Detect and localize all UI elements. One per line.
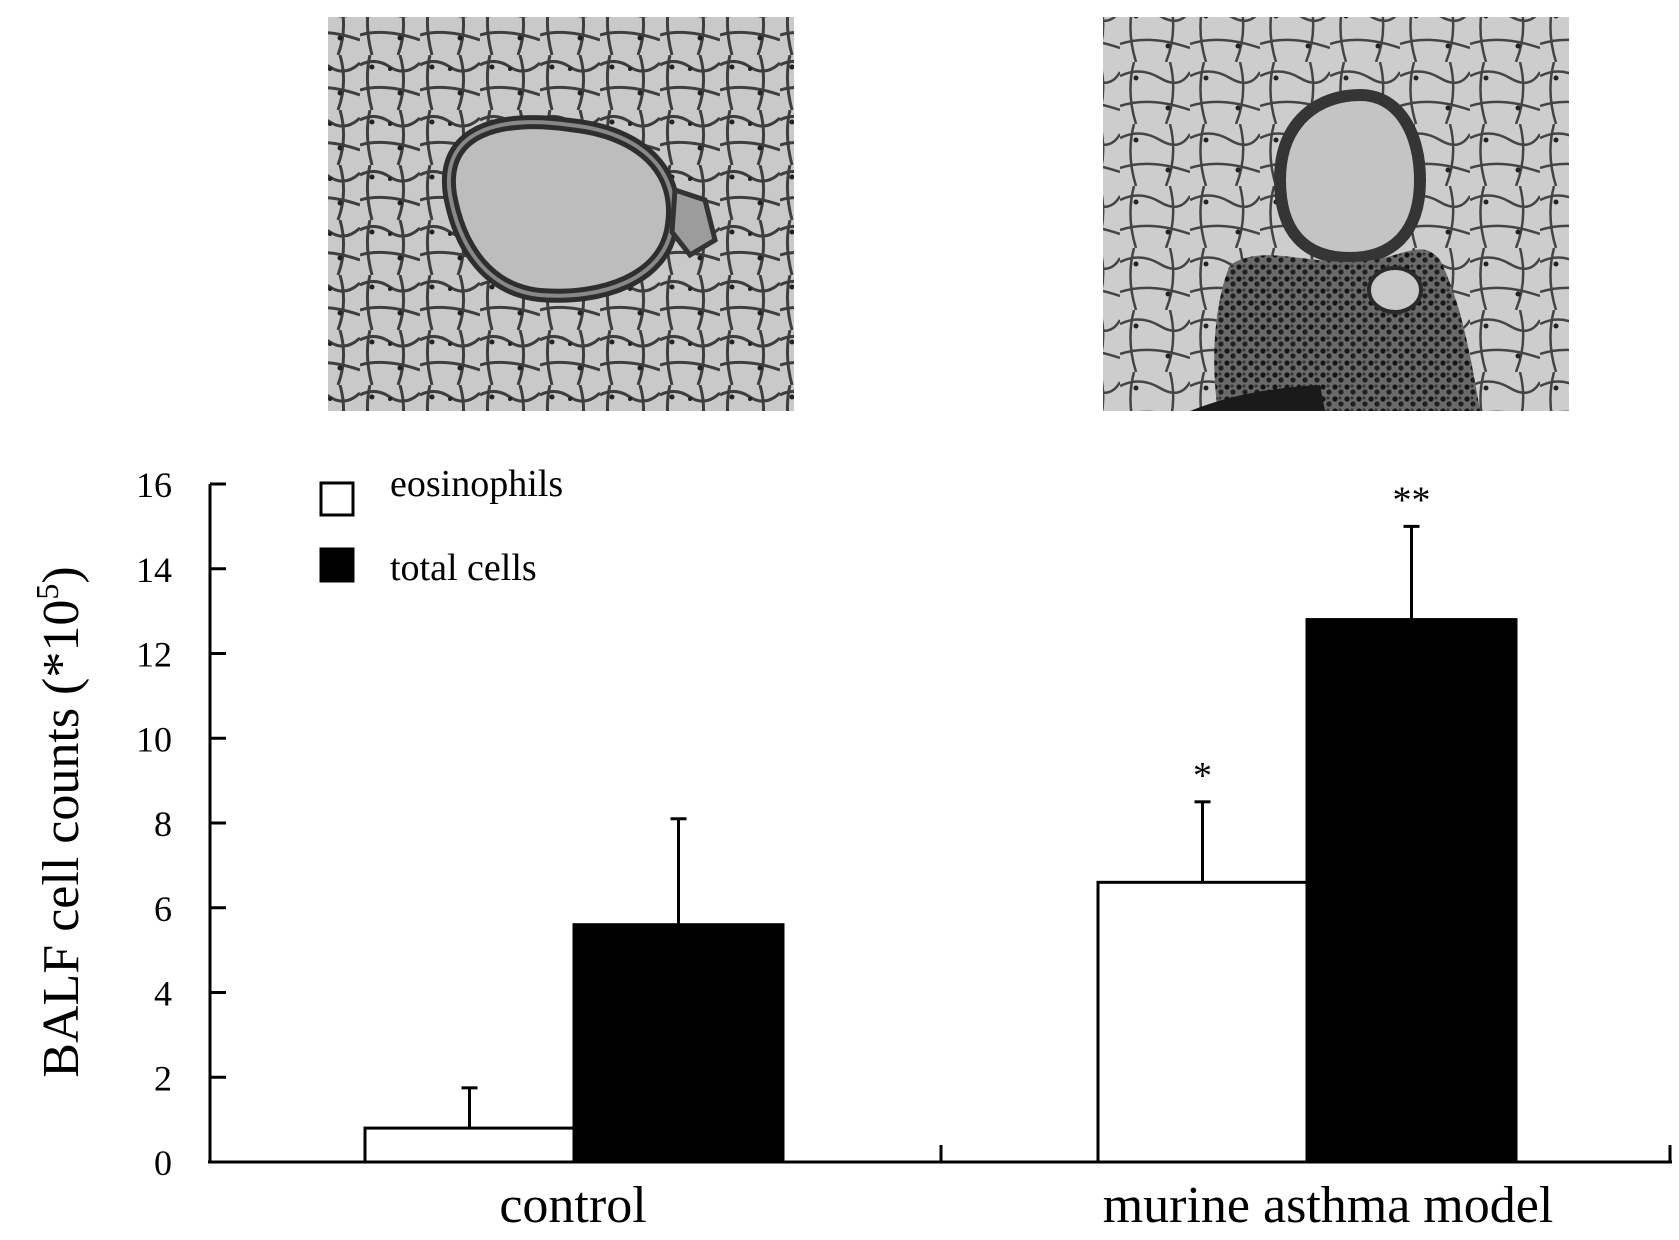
- legend-label-eosinophils: eosinophils: [390, 463, 563, 505]
- bar-total-cells-control: [572, 923, 785, 1164]
- category-label-control: control: [499, 1177, 646, 1234]
- category-label-asthma: murine asthma model: [1103, 1177, 1554, 1234]
- legend: eosinophils total cells: [319, 463, 563, 589]
- y-tick-label: 16: [136, 465, 172, 505]
- bar-total-cells-asthma: [1305, 618, 1518, 1164]
- significance-marker-eosinophils: *: [1193, 755, 1212, 797]
- legend-swatch-eosinophils: [319, 481, 355, 517]
- bar-eosinophils-asthma: [1096, 880, 1309, 1164]
- bar-eosinophils-control: [363, 1126, 576, 1164]
- asthma-lung-histology: [1103, 17, 1569, 411]
- y-tick-label: 8: [154, 804, 172, 844]
- y-tick-label: 10: [136, 719, 172, 759]
- y-axis-title: BALF cell counts (*105): [29, 566, 90, 1077]
- significance-marker-total-cells: **: [1393, 479, 1431, 521]
- y-tick-label: 6: [154, 889, 172, 929]
- legend-label-total-cells: total cells: [390, 547, 537, 589]
- y-tick-label: 4: [154, 974, 172, 1014]
- y-tick-label: 12: [136, 635, 172, 675]
- legend-swatch-total-cells: [319, 547, 355, 583]
- control-lung-histology: [328, 17, 794, 411]
- y-tick-label: 0: [154, 1143, 172, 1183]
- y-tick-label: 14: [136, 550, 172, 590]
- y-tick-label: 2: [154, 1058, 172, 1098]
